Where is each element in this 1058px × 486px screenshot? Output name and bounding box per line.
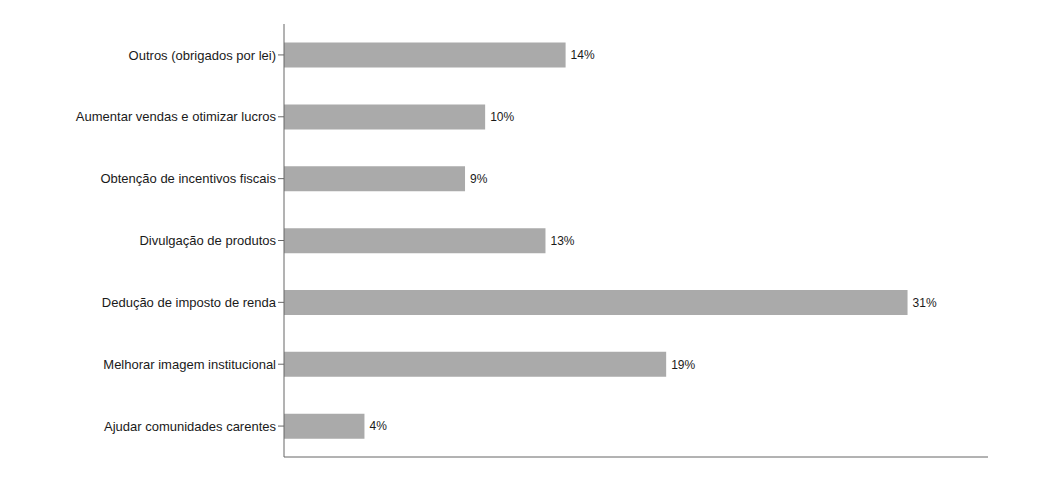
svg-text:Melhorar imagem institucional: Melhorar imagem institucional [103, 357, 276, 372]
svg-text:Obtenção de incentivos fiscais: Obtenção de incentivos fiscais [100, 171, 276, 186]
svg-text:10%: 10% [490, 110, 514, 124]
svg-text:19%: 19% [671, 358, 695, 372]
svg-text:Aumentar vendas e otimizar luc: Aumentar vendas e otimizar lucros [76, 109, 277, 124]
svg-text:14%: 14% [571, 48, 595, 62]
svg-text:9%: 9% [470, 172, 488, 186]
svg-text:13%: 13% [550, 234, 574, 248]
svg-text:Dedução de imposto de renda: Dedução de imposto de renda [102, 295, 277, 310]
svg-text:Divulgação de produtos: Divulgação de produtos [139, 233, 276, 248]
svg-text:Outros (obrigados por lei): Outros (obrigados por lei) [129, 48, 276, 63]
svg-text:4%: 4% [369, 419, 387, 433]
svg-text:Ajudar comunidades carentes: Ajudar comunidades carentes [104, 419, 276, 434]
svg-text:31%: 31% [913, 296, 937, 310]
